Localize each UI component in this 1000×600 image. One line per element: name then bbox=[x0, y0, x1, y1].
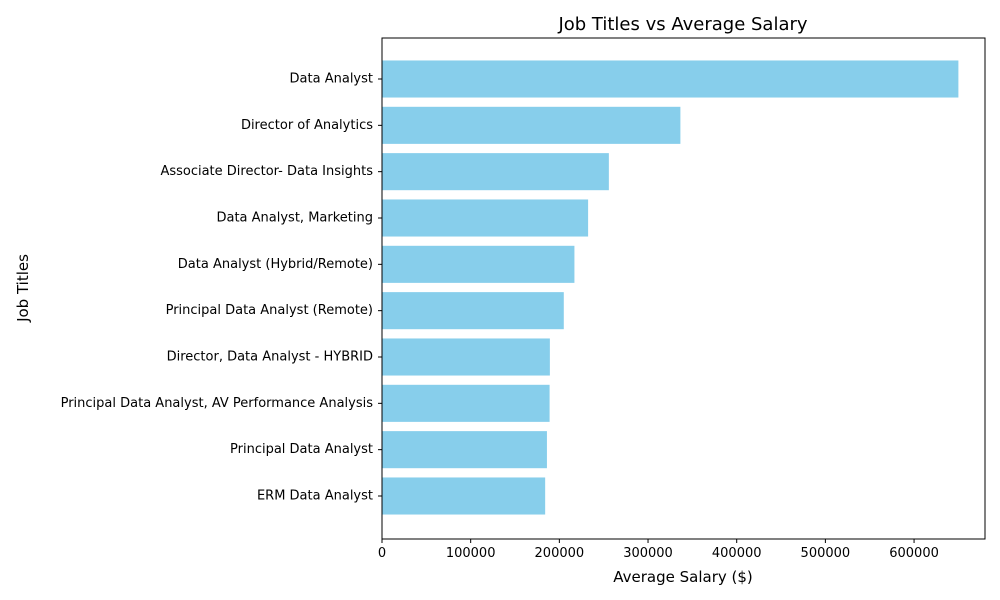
y-tick-label: Data Analyst (Hybrid/Remote) bbox=[178, 257, 373, 272]
x-tick-label: 100000 bbox=[446, 546, 496, 561]
x-tick-label: 500000 bbox=[801, 546, 851, 561]
bar-5 bbox=[382, 292, 564, 330]
x-tick-label: 200000 bbox=[535, 546, 585, 561]
y-axis-label: Job Titles bbox=[14, 254, 32, 323]
x-tick-label: 300000 bbox=[623, 546, 673, 561]
y-tick-label: Principal Data Analyst, AV Performance A… bbox=[61, 396, 374, 411]
y-tick-label: Data Analyst bbox=[290, 72, 373, 87]
bar-7 bbox=[382, 384, 550, 422]
bar-9 bbox=[382, 477, 546, 515]
y-axis-ticks: Data Analyst Director of Analytics Associa… bbox=[61, 72, 382, 504]
y-tick-label: ERM Data Analyst bbox=[257, 489, 373, 504]
x-axis-label: Average Salary ($) bbox=[613, 568, 753, 586]
y-tick-label: Director, Data Analyst - HYBRID bbox=[167, 350, 373, 365]
x-tick-label: 400000 bbox=[712, 546, 762, 561]
y-tick-label: Associate Director- Data Insights bbox=[160, 164, 373, 179]
bar-3 bbox=[382, 199, 589, 237]
chart-title: Job Titles vs Average Salary bbox=[557, 14, 807, 35]
plot-frame bbox=[381, 37, 986, 540]
bars-group bbox=[382, 60, 959, 515]
x-tick-label: 600000 bbox=[889, 546, 939, 561]
bar-8 bbox=[382, 431, 547, 469]
bar-4 bbox=[382, 245, 575, 283]
x-tick-label: 0 bbox=[378, 546, 386, 561]
bar-1 bbox=[382, 106, 681, 144]
y-tick-label: Data Analyst, Marketing bbox=[216, 211, 373, 226]
y-tick-label: Principal Data Analyst bbox=[230, 442, 373, 457]
bar-2 bbox=[382, 153, 609, 191]
y-tick-label: Principal Data Analyst (Remote) bbox=[166, 303, 373, 318]
bar-6 bbox=[382, 338, 550, 376]
y-tick-label: Director of Analytics bbox=[241, 118, 373, 133]
x-axis-ticks: 0 100000 200000 300000 400000 500000 600000 bbox=[378, 539, 939, 561]
bar-0 bbox=[382, 60, 959, 98]
